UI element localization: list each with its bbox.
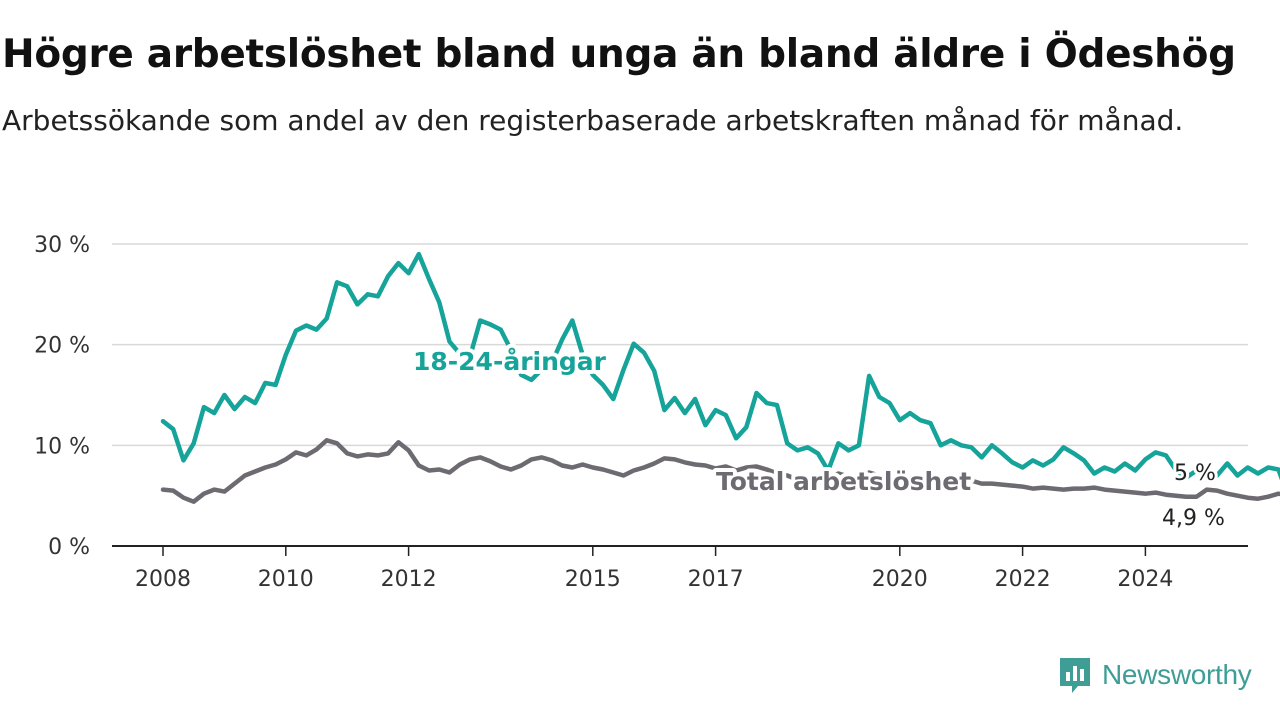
chart-title: Högre arbetslöshet bland unga än bland ä… <box>2 32 1236 77</box>
end-label-total-halo: 4,9 % <box>1162 506 1225 531</box>
y-tick-label: 0 % <box>48 535 90 560</box>
chart-subtitle: Arbetssökande som andel av den registerb… <box>2 104 1184 137</box>
x-tick-label: 2008 <box>135 567 191 592</box>
series-label-18-24: 18-24-åringar <box>413 347 607 376</box>
x-tick-label: 2024 <box>1117 567 1173 592</box>
series-line-total <box>160 438 1280 504</box>
series-label-total: Total arbetslöshet <box>716 467 971 496</box>
x-tick-label: 2010 <box>258 567 314 592</box>
x-tick-label: 2022 <box>995 567 1051 592</box>
x-tick-label: 2012 <box>381 567 437 592</box>
y-axis-ticks: 0 % 10 % 20 % 30 % <box>34 233 90 560</box>
line-chart: 0 % 10 % 20 % 30 % 2008 2010 2012 2015 2017 2020… <box>34 233 1280 592</box>
series-label-total-halo: Total arbetslöshet <box>716 467 971 496</box>
x-tick-label: 2015 <box>565 567 621 592</box>
series-line-18-24 <box>160 251 1280 481</box>
end-label-18-24: 5 % <box>1174 461 1216 486</box>
y-tick-label: 20 % <box>34 334 90 359</box>
y-tick-label: 10 % <box>34 434 90 459</box>
end-label-18-24-halo: 5 % <box>1174 461 1216 486</box>
series-label-18-24-halo: 18-24-åringar <box>413 347 607 376</box>
x-tick-label: 2020 <box>872 567 928 592</box>
end-label-total: 4,9 % <box>1162 506 1225 531</box>
newsworthy-logo-icon <box>1060 658 1090 693</box>
y-tick-label: 30 % <box>34 233 90 258</box>
x-tick-label: 2017 <box>688 567 744 592</box>
newsworthy-brand[interactable]: Newsworthy <box>1058 653 1252 697</box>
x-axis: 2008 2010 2012 2015 2017 2020 2022 2024 <box>112 545 1248 592</box>
brand-name: Newsworthy <box>1102 659 1252 690</box>
gridlines <box>112 243 1248 447</box>
series-lines <box>160 251 1280 504</box>
